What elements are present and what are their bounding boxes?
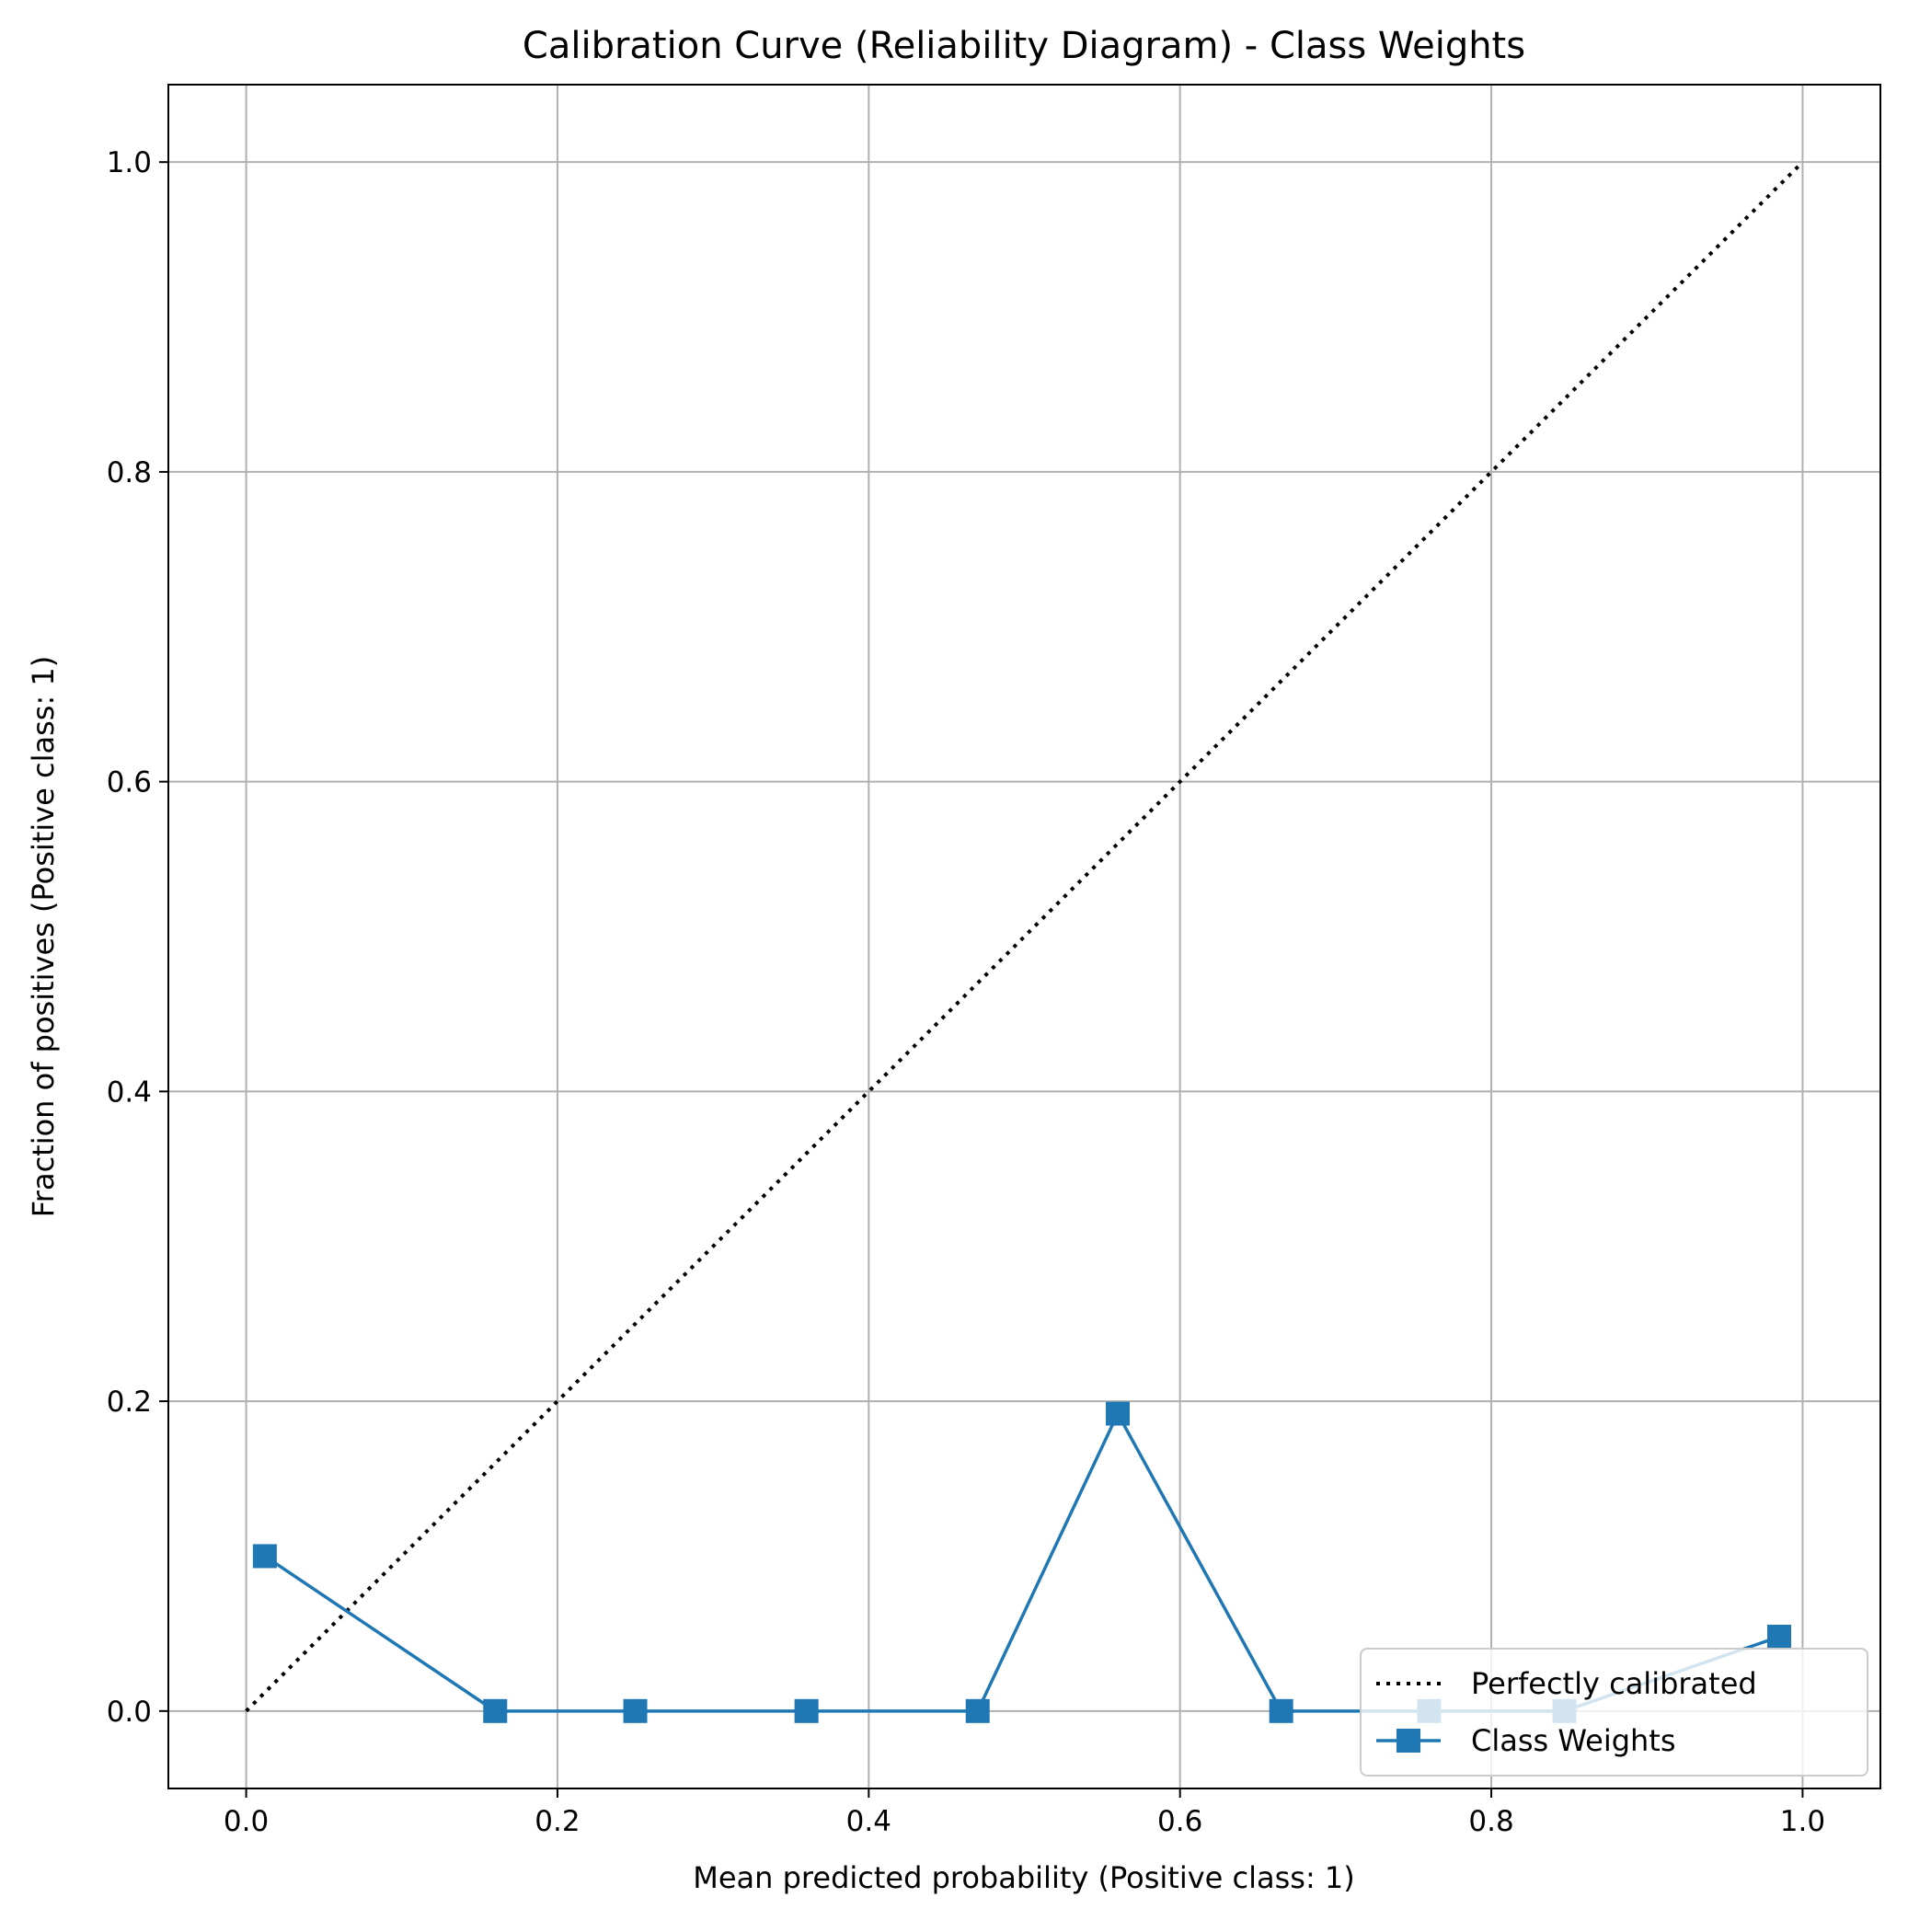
series-line-0 <box>245 160 1804 1713</box>
y-tick-label: 0.4 <box>107 1075 152 1109</box>
data-point <box>965 1698 990 1723</box>
legend: Perfectly calibrated Class Weights <box>1360 1648 1868 1777</box>
data-point <box>1106 1401 1131 1426</box>
y-tick-label: 0.8 <box>107 456 152 489</box>
legend-box <box>1360 1648 1868 1777</box>
y-tick-label: 1.0 <box>107 146 152 179</box>
data-point <box>623 1698 648 1723</box>
y-tick-label: 0.6 <box>107 766 152 799</box>
x-tick-label: 0.4 <box>846 1805 891 1838</box>
y-tick-label: 0.0 <box>107 1696 152 1729</box>
data-point <box>252 1544 277 1569</box>
data-point <box>1269 1698 1293 1723</box>
y-tick-label: 0.2 <box>107 1386 152 1419</box>
grid-lines <box>168 85 1880 1788</box>
legend-label: Perfectly calibrated <box>1471 1666 1757 1701</box>
x-tick-label: 0.6 <box>1157 1805 1202 1838</box>
x-tick-label: 0.8 <box>1468 1805 1513 1838</box>
data-point <box>794 1698 819 1723</box>
chart-title: Calibration Curve (Reliability Diagram) … <box>523 25 1525 67</box>
legend-label: Class Weights <box>1471 1723 1676 1758</box>
y-axis-label: Fraction of positives (Positive class: 1… <box>26 656 61 1218</box>
x-axis-label: Mean predicted probability (Positive cla… <box>693 1860 1354 1895</box>
x-tick-label: 0.2 <box>534 1805 580 1838</box>
axis-ticks: 0.0 0.2 0.4 0.6 0.8 1.0 0.0 0.2 0.4 0.6 0.8 1.0 <box>107 146 1825 1838</box>
data-point <box>483 1698 508 1723</box>
x-tick-label: 1.0 <box>1780 1805 1825 1838</box>
x-tick-label: 0.0 <box>224 1805 269 1838</box>
plot-frame <box>167 84 1881 1789</box>
data-point <box>1767 1625 1792 1650</box>
legend-marker <box>1397 1729 1420 1753</box>
